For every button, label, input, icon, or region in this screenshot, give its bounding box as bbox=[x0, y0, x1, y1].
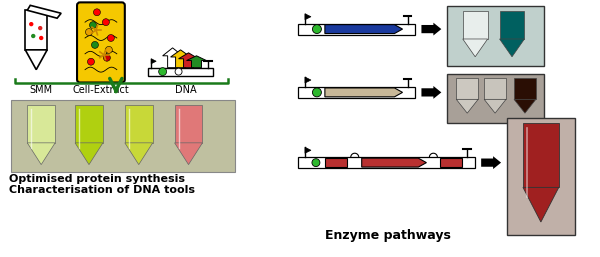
Circle shape bbox=[313, 88, 322, 97]
Polygon shape bbox=[325, 25, 403, 33]
Text: Optimised protein synthesis: Optimised protein synthesis bbox=[10, 175, 185, 185]
Bar bbox=[523, 123, 559, 187]
Polygon shape bbox=[305, 147, 311, 153]
Polygon shape bbox=[456, 99, 478, 113]
Circle shape bbox=[89, 22, 97, 29]
Bar bbox=[298, 24, 415, 34]
Bar bbox=[484, 78, 506, 99]
Bar bbox=[27, 105, 55, 143]
Circle shape bbox=[88, 58, 94, 65]
FancyBboxPatch shape bbox=[77, 2, 125, 82]
Bar bbox=[440, 158, 462, 167]
Circle shape bbox=[158, 68, 167, 76]
Circle shape bbox=[91, 41, 98, 48]
Polygon shape bbox=[175, 143, 202, 164]
Bar bbox=[25, 10, 47, 50]
Polygon shape bbox=[421, 23, 442, 35]
Bar bbox=[11, 100, 235, 171]
Bar bbox=[448, 6, 544, 66]
Polygon shape bbox=[523, 187, 559, 222]
Circle shape bbox=[103, 54, 110, 61]
Polygon shape bbox=[305, 14, 311, 20]
Circle shape bbox=[39, 36, 43, 40]
Bar bbox=[463, 11, 488, 39]
Polygon shape bbox=[75, 143, 103, 164]
Circle shape bbox=[107, 34, 115, 41]
Polygon shape bbox=[179, 53, 199, 68]
Polygon shape bbox=[25, 50, 47, 70]
Polygon shape bbox=[484, 99, 506, 113]
Bar bbox=[298, 157, 475, 168]
Polygon shape bbox=[362, 158, 427, 167]
Circle shape bbox=[175, 68, 182, 75]
Polygon shape bbox=[163, 48, 182, 68]
Circle shape bbox=[94, 9, 100, 16]
Circle shape bbox=[85, 29, 92, 35]
Text: Characterisation of DNA tools: Characterisation of DNA tools bbox=[10, 185, 196, 195]
Polygon shape bbox=[514, 99, 536, 113]
Bar bbox=[500, 11, 524, 39]
Bar bbox=[75, 105, 103, 143]
Polygon shape bbox=[500, 39, 524, 57]
Polygon shape bbox=[27, 5, 61, 18]
Bar bbox=[507, 118, 575, 235]
Bar bbox=[456, 78, 478, 99]
Polygon shape bbox=[125, 143, 152, 164]
Bar bbox=[148, 68, 213, 76]
Circle shape bbox=[31, 34, 35, 38]
Polygon shape bbox=[305, 77, 311, 83]
Bar bbox=[325, 158, 347, 167]
Circle shape bbox=[106, 47, 112, 53]
Polygon shape bbox=[481, 156, 501, 169]
Polygon shape bbox=[151, 59, 156, 64]
Polygon shape bbox=[463, 39, 488, 57]
Circle shape bbox=[38, 26, 43, 30]
Bar bbox=[125, 105, 152, 143]
Circle shape bbox=[312, 159, 320, 167]
Circle shape bbox=[103, 19, 109, 26]
Text: Enzyme pathways: Enzyme pathways bbox=[325, 229, 451, 242]
Bar bbox=[448, 74, 544, 123]
Text: SMM: SMM bbox=[29, 86, 52, 95]
Polygon shape bbox=[325, 88, 403, 97]
Bar bbox=[298, 87, 415, 98]
Polygon shape bbox=[170, 50, 191, 68]
Bar bbox=[514, 78, 536, 99]
Polygon shape bbox=[27, 143, 55, 164]
Polygon shape bbox=[187, 56, 206, 68]
Bar bbox=[175, 105, 202, 143]
Polygon shape bbox=[421, 86, 442, 99]
Text: DNA: DNA bbox=[175, 86, 196, 95]
Circle shape bbox=[313, 25, 322, 33]
Text: Cell-Extract: Cell-Extract bbox=[73, 86, 130, 95]
Circle shape bbox=[29, 22, 34, 26]
